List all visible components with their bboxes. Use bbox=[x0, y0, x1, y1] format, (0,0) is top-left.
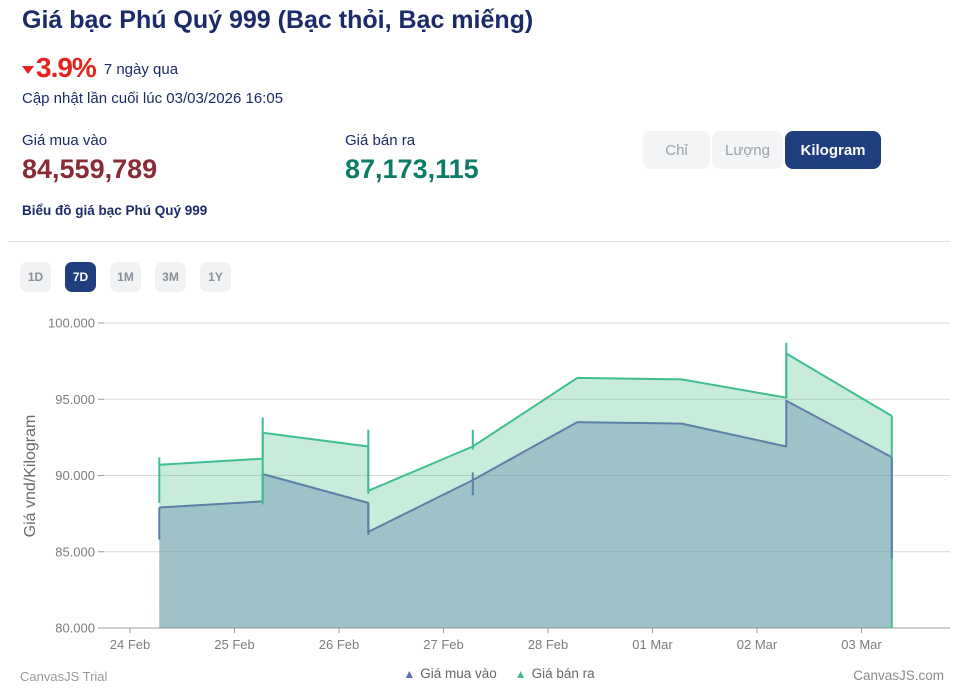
range-button-1y[interactable]: 1Y bbox=[200, 262, 231, 292]
price-change-row: 3.9% 7 ngày qua bbox=[22, 52, 178, 84]
x-tick-label: 24 Feb bbox=[110, 637, 150, 652]
unit-button-kilogram[interactable]: Kilogram bbox=[785, 131, 881, 169]
legend-label-sell: Giá bán ra bbox=[531, 666, 595, 681]
last-updated: Cập nhật lần cuối lúc 03/03/2026 16:05 bbox=[22, 90, 284, 107]
y-tick-label: 85.000 bbox=[55, 544, 95, 559]
y-tick-label: 90.000 bbox=[55, 468, 95, 483]
y-tick-label: 80.000 bbox=[55, 621, 95, 636]
x-tick-label: 26 Feb bbox=[319, 637, 359, 652]
x-tick-label: 28 Feb bbox=[528, 637, 568, 652]
x-tick-label: 03 Mar bbox=[841, 637, 882, 652]
sell-series-triangle-icon: ▲ bbox=[514, 666, 527, 681]
range-button-1m[interactable]: 1M bbox=[110, 262, 141, 292]
x-tick-label: 02 Mar bbox=[737, 637, 778, 652]
buy-price-block: Giá mua vào 84,559,789 bbox=[22, 132, 157, 185]
unit-button-luong[interactable]: Lượng bbox=[712, 131, 783, 169]
page-title: Giá bạc Phú Quý 999 (Bạc thỏi, Bạc miếng… bbox=[22, 6, 534, 34]
x-tick-label: 01 Mar bbox=[632, 637, 673, 652]
series-area-Giá bán ra bbox=[159, 353, 892, 628]
range-button-3m[interactable]: 3M bbox=[155, 262, 186, 292]
divider bbox=[8, 241, 950, 242]
series-area-Giá mua vào bbox=[159, 400, 892, 628]
buy-series-triangle-icon: ▲ bbox=[403, 666, 416, 681]
y-tick-label: 95.000 bbox=[55, 392, 95, 407]
sell-price-label: Giá bán ra bbox=[345, 132, 416, 149]
sell-price-value: 87,173,115 bbox=[345, 154, 479, 184]
change-period: 7 ngày qua bbox=[103, 60, 179, 78]
legend-label-buy: Giá mua vào bbox=[420, 666, 497, 681]
buy-price-label: Giá mua vào bbox=[22, 132, 108, 149]
y-tick-label: 100.000 bbox=[48, 316, 95, 331]
x-tick-label: 25 Feb bbox=[214, 637, 254, 652]
unit-toggle: Chỉ Lượng Kilogram bbox=[643, 131, 881, 169]
chart-legend: ▲ Giá mua vào ▲ Giá bán ra bbox=[403, 666, 594, 681]
chart-section-title: Biểu đồ giá bạc Phú Quý 999 bbox=[22, 203, 208, 218]
change-percent: 3.9% bbox=[36, 52, 97, 83]
legend-item-sell[interactable]: ▲ Giá bán ra bbox=[515, 666, 595, 681]
buy-price-value: 84,559,789 bbox=[22, 154, 158, 184]
x-tick-label: 27 Feb bbox=[423, 637, 463, 652]
canvasjs-link[interactable]: CanvasJS.com bbox=[853, 668, 944, 683]
sell-price-block: Giá bán ra 87,173,115 bbox=[345, 132, 479, 185]
price-area-chart: 100.000 95.000 90.000 85.000 80.000 24 Feb 25 … bbox=[48, 316, 950, 652]
unit-button-chi[interactable]: Chỉ bbox=[643, 131, 710, 169]
canvasjs-trial-watermark: CanvasJS Trial bbox=[20, 669, 108, 684]
range-button-7d[interactable]: 7D bbox=[65, 262, 96, 292]
range-button-1d[interactable]: 1D bbox=[20, 262, 51, 292]
legend-item-buy[interactable]: ▲ Giá mua vào bbox=[403, 666, 496, 681]
down-arrow-icon bbox=[22, 66, 34, 74]
range-buttons: 1D 7D 1M 3M 1Y bbox=[20, 262, 231, 292]
